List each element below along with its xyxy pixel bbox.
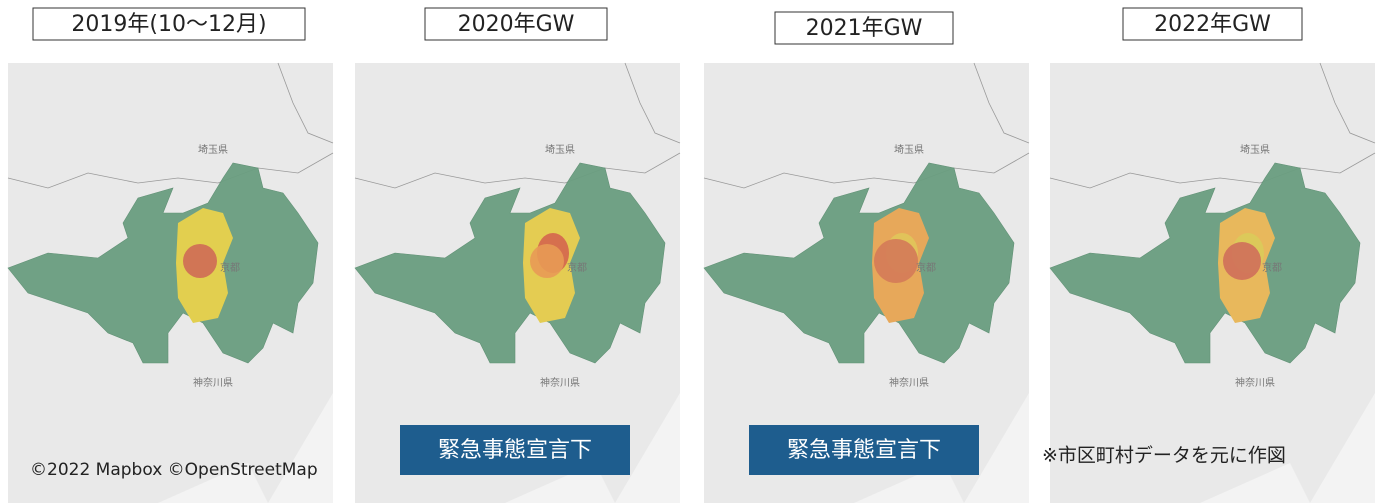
attribution: ©2022 Mapbox ©OpenStreetMap (30, 460, 318, 480)
sea (854, 393, 1029, 503)
sea (1200, 393, 1375, 503)
prefecture-border (703, 152, 1030, 189)
panel-title: 2021年GW (806, 16, 923, 41)
river (624, 62, 681, 144)
panel-title: 2019年(10～12月) (71, 12, 266, 37)
map-label: 神奈川県 (540, 376, 580, 389)
river (1319, 62, 1376, 144)
badge-text: 緊急事態宣言下 (787, 438, 941, 463)
title-box (1122, 7, 1303, 41)
prefecture-border (7, 152, 334, 189)
map-label: 神奈川県 (889, 376, 929, 389)
title-box (424, 7, 608, 41)
ward-core (183, 244, 217, 278)
map-label: 埼玉県 (198, 143, 228, 156)
prefecture-border (1049, 152, 1376, 189)
municipalities (1049, 162, 1361, 364)
title-box (774, 11, 954, 45)
badge (400, 425, 630, 475)
municipalities (354, 162, 666, 364)
map-label: 埼玉県 (545, 143, 575, 156)
map-label: 神奈川県 (193, 376, 233, 389)
ward-core (1223, 242, 1261, 280)
panel-title: 2022年GW (1154, 12, 1271, 37)
map-label: 神奈川県 (1235, 376, 1275, 389)
map-label: 京都 (1262, 261, 1282, 274)
map-label: 京都 (220, 261, 240, 274)
badge (749, 425, 979, 475)
title-box (32, 7, 306, 41)
prefecture-border (354, 152, 681, 189)
map-label: 埼玉県 (894, 143, 924, 156)
panel-title: 2020年GW (458, 12, 575, 37)
sea (505, 393, 680, 503)
river (277, 62, 334, 144)
badge-text: 緊急事態宣言下 (438, 438, 592, 463)
municipalities (703, 162, 1015, 364)
ward-core (874, 239, 918, 283)
map-label: 京都 (916, 261, 936, 274)
note: ※市区町村データを元に作図 (1042, 445, 1286, 467)
river (973, 62, 1030, 144)
map-label: 京都 (567, 261, 587, 274)
map-label: 埼玉県 (1240, 143, 1270, 156)
ward-core (530, 244, 564, 278)
sea (158, 393, 333, 503)
municipalities (7, 162, 319, 364)
